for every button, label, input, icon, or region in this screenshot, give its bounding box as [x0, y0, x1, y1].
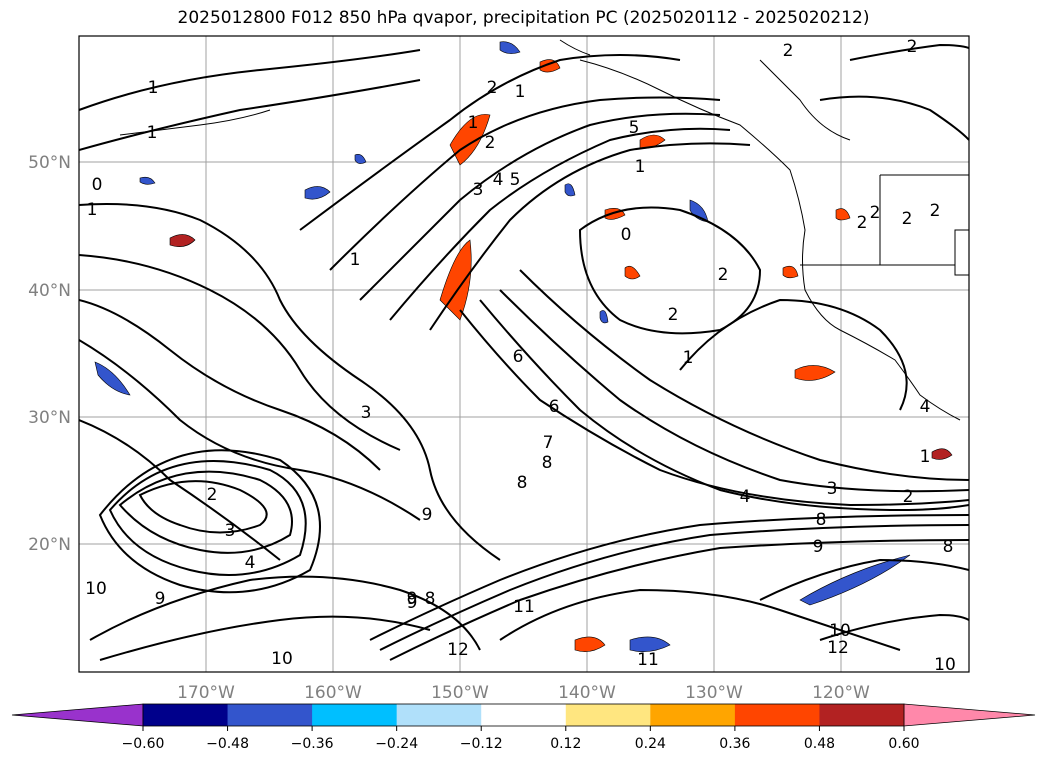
contour-label: 3	[473, 180, 484, 200]
lat-label: 30°N	[28, 408, 71, 428]
contour-label: 10	[271, 649, 293, 669]
lon-label: 120°W	[812, 683, 870, 703]
contour-label: 7	[543, 433, 554, 453]
contour-label: 1	[148, 78, 159, 98]
contour-label: 8	[816, 510, 827, 530]
contour-label: 9	[407, 593, 418, 613]
contour-label: 2	[857, 213, 868, 233]
contour-label: 2	[783, 41, 794, 61]
contour-label: 2	[207, 485, 218, 505]
contour-label: 12	[447, 640, 469, 660]
contour-label: 4	[245, 553, 256, 573]
colorbar-swatch	[481, 704, 567, 726]
lon-label: 130°W	[685, 683, 743, 703]
lon-label: 160°W	[304, 683, 362, 703]
contour-label: 0	[621, 225, 632, 245]
colorbar-tick-label: 0.36	[719, 736, 750, 752]
contour-label: 11	[513, 597, 535, 617]
colorbar-frame	[142, 703, 905, 727]
contour-label: 1	[468, 113, 479, 133]
contour-label: 2	[930, 201, 941, 221]
lon-label: 140°W	[558, 683, 616, 703]
contour-label: 1	[635, 157, 646, 177]
contour-label: 4	[740, 487, 751, 507]
contour-label: 3	[361, 403, 372, 423]
contour-label: 0	[92, 175, 103, 195]
colorbar-tick-label: −0.36	[291, 736, 334, 752]
lon-label: 170°W	[177, 683, 235, 703]
colorbar-swatch	[227, 704, 313, 726]
colorbar-swatch	[734, 704, 820, 726]
contour-label: 10	[934, 655, 956, 675]
contour-label: 2	[668, 305, 679, 325]
contour-label: 12	[827, 638, 849, 658]
contour-label: 1	[147, 123, 158, 143]
colorbar-tick-label: 0.12	[550, 736, 581, 752]
lat-label: 50°N	[28, 153, 71, 173]
colorbar-over-arrow	[903, 703, 1036, 727]
colorbar-swatch	[396, 704, 482, 726]
colorbar-tick-label: 0.48	[804, 736, 835, 752]
contour-label: 10	[85, 579, 107, 599]
contour-label: 1	[920, 447, 931, 467]
contour-label: 11	[637, 650, 659, 670]
map-title: 2025012800 F012 850 hPa qvapor, precipit…	[177, 8, 870, 28]
contour-label: 9	[422, 505, 433, 525]
contour-label: 6	[549, 397, 560, 417]
contour-label: 1	[515, 82, 526, 102]
colorbar-tick-label: −0.48	[206, 736, 249, 752]
contour-label: 2	[487, 78, 498, 98]
colorbar-tick-label: −0.60	[122, 736, 165, 752]
contour-label: 2	[902, 209, 913, 229]
lon-axis-labels: 170°W 160°W 150°W 140°W 130°W 120°W	[177, 683, 870, 703]
contour-label: 4	[493, 170, 504, 190]
contour-label: 2	[907, 37, 918, 57]
contour-label: 9	[155, 589, 166, 609]
colorbar-swatch	[312, 704, 398, 726]
colorbar-tick-label: 0.60	[888, 736, 919, 752]
contour-label: 3	[225, 521, 236, 541]
lon-label: 150°W	[431, 683, 489, 703]
colorbar-tick-label: −0.24	[375, 736, 418, 752]
colorbar: −0.60 −0.48 −0.36 −0.24 −0.12 0.12 0.24 0.36 0.4…	[11, 703, 1036, 752]
contour-label: 5	[510, 170, 521, 190]
contour-label: 2	[903, 487, 914, 507]
contour-label: 1	[683, 348, 694, 368]
graticule	[79, 36, 969, 672]
lat-label: 40°N	[28, 281, 71, 301]
map-frame	[78, 35, 970, 673]
contour-label: 1	[87, 200, 98, 220]
colorbar-swatch	[650, 704, 736, 726]
precip-shading	[94, 41, 953, 652]
colorbar-swatch	[143, 704, 229, 726]
contour-label: 10	[829, 621, 851, 641]
contour-label: 1	[350, 250, 361, 270]
colorbar-swatch	[565, 704, 651, 726]
contour-label: 8	[542, 453, 553, 473]
lat-axis-labels: 50°N 40°N 30°N 20°N	[28, 153, 71, 555]
contour-label: 9	[813, 537, 824, 557]
contour-label: 8	[517, 473, 528, 493]
qvapor-contours	[79, 43, 969, 661]
contour-label: 2	[485, 133, 496, 153]
colorbar-swatch	[819, 704, 905, 726]
contour-label: 6	[513, 347, 524, 367]
colorbar-tick-label: −0.12	[460, 736, 503, 752]
contour-label: 8	[943, 537, 954, 557]
lat-label: 20°N	[28, 535, 71, 555]
contour-label: 2	[870, 203, 881, 223]
contour-label: 5	[629, 118, 640, 138]
contour-label: 2	[718, 265, 729, 285]
contour-label: 8	[425, 589, 436, 609]
colorbar-under-arrow	[11, 703, 144, 727]
contour-label: 4	[920, 397, 931, 417]
colorbar-tick-label: 0.24	[635, 736, 666, 752]
contour-label: 3	[827, 479, 838, 499]
contour-label: 9	[407, 589, 418, 609]
